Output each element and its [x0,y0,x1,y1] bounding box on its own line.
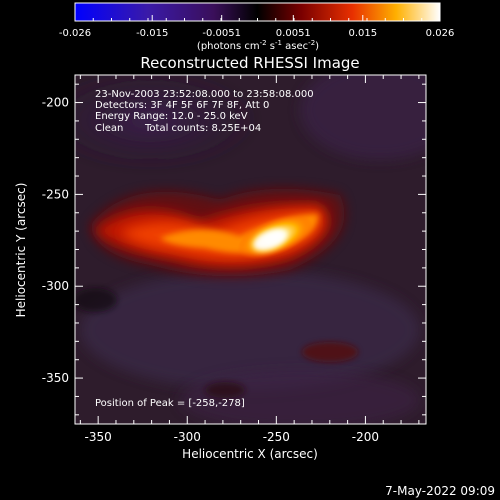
colorbar-ticks: -0.026 -0.015 -0.0051 0.0051 0.015 0.026 [59,15,454,39]
x-tick-label: -300 [174,430,201,444]
colorbar-tick-label: -0.015 [136,28,168,39]
annotation-detectors: Detectors: 3F 4F 5F 6F 7F 8F, Att 0 [95,100,269,111]
annotation-peak-position: Position of Peak = [-258,-278] [95,398,245,409]
annotation-time-range: 23-Nov-2003 23:52:08.000 to 23:58:08.000 [95,89,314,100]
footer-date: 7-May-2022 09:09 [385,484,495,498]
colorbar-tick-label: 0.015 [348,28,377,39]
colorbar-tick-label: 0.026 [426,28,455,39]
chart-title: Reconstructed RHESSI Image [140,54,359,72]
y-tick-label: -350 [42,371,69,385]
y-tick-labels: -200 -250 -300 -350 [42,96,69,386]
colorbar-tick-label: -0.0051 [202,28,241,39]
colorbar-tick-label: 0.0051 [276,28,311,39]
colorbar-units: (photons cm-2 s-1 asec-2) [197,39,319,52]
y-tick-label: -250 [42,187,69,201]
x-tick-label: -250 [263,430,290,444]
x-tick-label: -350 [85,430,112,444]
x-axis-label: Heliocentric X (arcsec) [182,447,318,461]
x-tick-labels: -350 -300 -250 -200 [85,430,379,444]
heatmap-image [75,75,426,424]
x-tick-label: -200 [352,430,379,444]
axis-ticks [75,75,426,424]
annotation-energy-range: Energy Range: 12.0 - 25.0 keV [95,111,248,122]
y-tick-label: -200 [42,96,69,110]
y-tick-label: -300 [42,279,69,293]
colorbar-tick-label: -0.026 [59,28,91,39]
annotation-algorithm: Clean [95,123,123,134]
annotation-total-counts: Total counts: 8.25E+04 [144,123,261,134]
y-axis-label: Heliocentric Y (arcsec) [14,183,28,318]
